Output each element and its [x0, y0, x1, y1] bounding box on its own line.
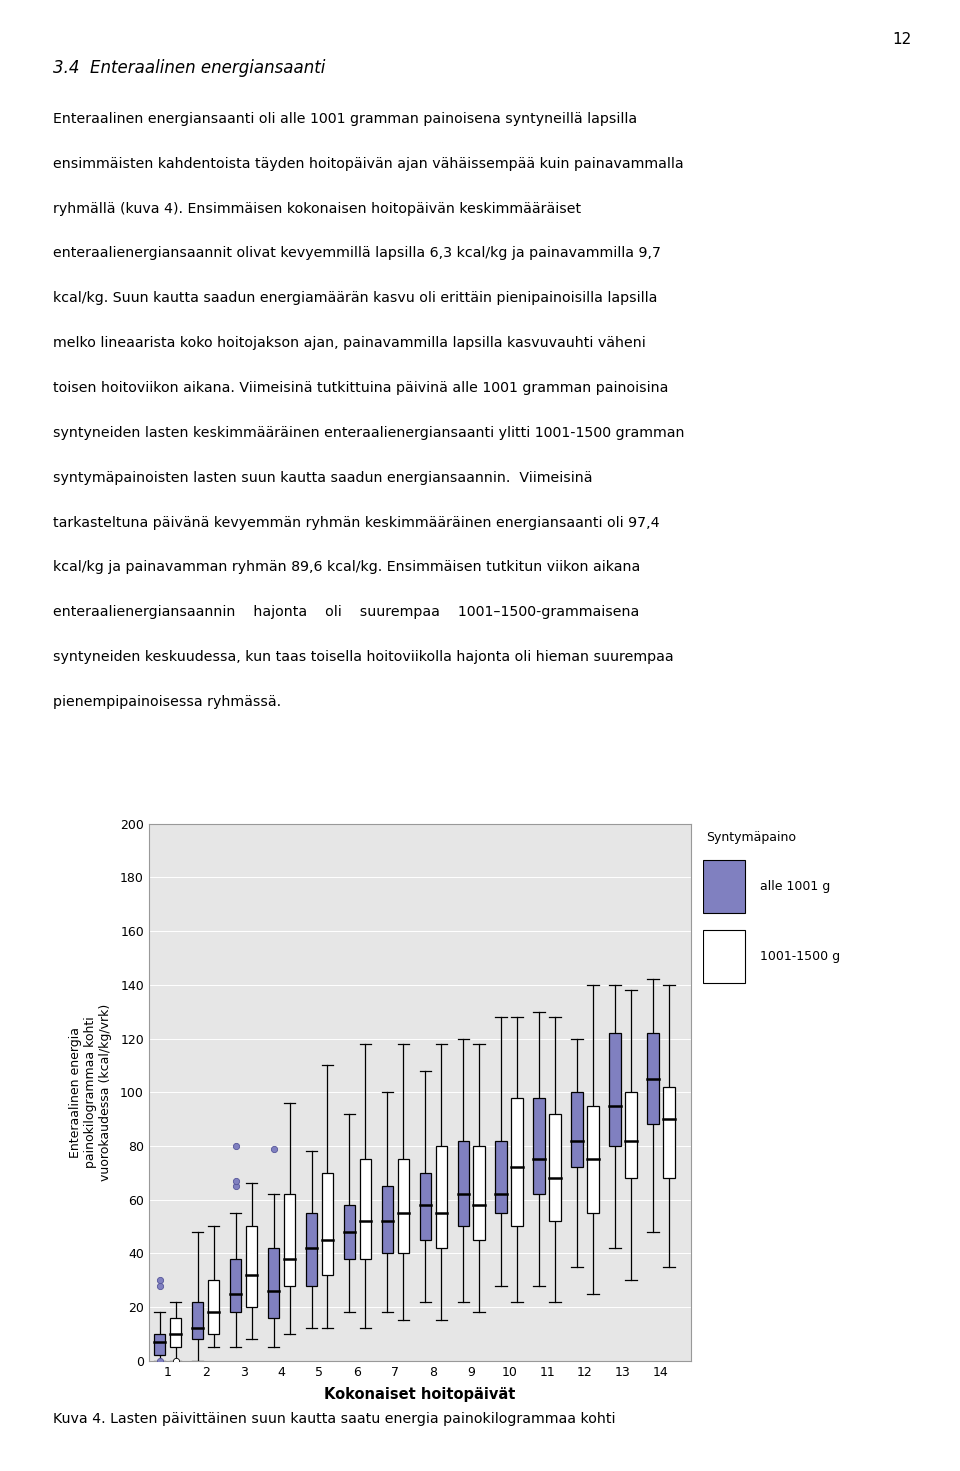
- Text: alle 1001 g: alle 1001 g: [760, 880, 830, 893]
- Text: Kuva 4. Lasten päivittäinen suun kautta saatu energia painokilogrammaa kohti: Kuva 4. Lasten päivittäinen suun kautta …: [53, 1412, 615, 1427]
- Text: toisen hoitoviikon aikana. Viimeisinä tutkittuina päivinä alle 1001 gramman pain: toisen hoitoviikon aikana. Viimeisinä tu…: [53, 381, 668, 396]
- Bar: [192, 1302, 204, 1339]
- Bar: [170, 1318, 181, 1347]
- Text: 3.4  Enteraalinen energiansaanti: 3.4 Enteraalinen energiansaanti: [53, 59, 325, 76]
- Bar: [284, 1194, 296, 1286]
- Text: enteraalienergiansaannin    hajonta    oli    suurempaa    1001–1500-grammaisena: enteraalienergiansaannin hajonta oli suu…: [53, 606, 639, 619]
- Bar: [230, 1259, 241, 1312]
- Text: melko lineaarista koko hoitojakson ajan, painavammilla lapsilla kasvuvauhti vähe: melko lineaarista koko hoitojakson ajan,…: [53, 337, 645, 350]
- Text: 12: 12: [893, 32, 912, 47]
- Text: tarkasteltuna päivänä kevyemmän ryhmän keskimmääräinen energiansaanti oli 97,4: tarkasteltuna päivänä kevyemmän ryhmän k…: [53, 515, 660, 530]
- Bar: [360, 1159, 372, 1259]
- Text: kcal/kg ja painavamman ryhmän 89,6 kcal/kg. Ensimmäisen tutkitun viikon aikana: kcal/kg ja painavamman ryhmän 89,6 kcal/…: [53, 560, 640, 575]
- Bar: [571, 1091, 583, 1168]
- Text: syntyneiden lasten keskimmääräinen enteraalienergiansaanti ylitti 1001-1500 gram: syntyneiden lasten keskimmääräinen enter…: [53, 427, 684, 440]
- Text: syntyneiden keskuudessa, kun taas toisella hoitoviikolla hajonta oli hieman suur: syntyneiden keskuudessa, kun taas toisel…: [53, 650, 673, 665]
- Bar: [534, 1097, 544, 1194]
- Text: kcal/kg. Suun kautta saadun energiamäärän kasvu oli erittäin pienipainoisilla la: kcal/kg. Suun kautta saadun energiamäärä…: [53, 291, 658, 306]
- Text: Enteraalinen energiansaanti oli alle 1001 gramman painoisena syntyneillä lapsill: Enteraalinen energiansaanti oli alle 100…: [53, 112, 636, 127]
- Text: ryhmällä (kuva 4). Ensimmäisen kokonaisen hoitopäivän keskimmääräiset: ryhmällä (kuva 4). Ensimmäisen kokonaise…: [53, 202, 581, 216]
- Bar: [246, 1227, 257, 1306]
- Text: enteraalienergiansaannit olivat kevyemmillä lapsilla 6,3 kcal/kg ja painavammill: enteraalienergiansaannit olivat kevyemmi…: [53, 246, 660, 260]
- Bar: [647, 1033, 659, 1124]
- Bar: [458, 1140, 468, 1227]
- Bar: [473, 1146, 485, 1240]
- Text: 1001-1500 g: 1001-1500 g: [760, 950, 840, 962]
- Bar: [436, 1146, 447, 1247]
- Bar: [625, 1091, 636, 1178]
- Bar: [703, 859, 745, 913]
- Bar: [495, 1140, 507, 1214]
- Bar: [610, 1033, 621, 1146]
- Bar: [344, 1205, 355, 1259]
- Bar: [306, 1214, 317, 1286]
- X-axis label: Kokonaiset hoitopäivät: Kokonaiset hoitopäivät: [324, 1387, 516, 1402]
- Text: Syntymäpaino: Syntymäpaino: [707, 831, 797, 844]
- Bar: [397, 1159, 409, 1253]
- Bar: [268, 1247, 279, 1318]
- Bar: [322, 1172, 333, 1275]
- Text: syntymäpainoisten lasten suun kautta saadun energiansaannin.  Viimeisinä: syntymäpainoisten lasten suun kautta saa…: [53, 471, 592, 485]
- Bar: [512, 1097, 523, 1227]
- Bar: [588, 1106, 599, 1214]
- Bar: [155, 1334, 165, 1355]
- Bar: [208, 1280, 219, 1334]
- Bar: [420, 1172, 431, 1240]
- Bar: [382, 1186, 393, 1253]
- Bar: [663, 1087, 675, 1178]
- Text: pienempipainoisessa ryhmässä.: pienempipainoisessa ryhmässä.: [53, 694, 281, 709]
- Text: ensimmäisten kahdentoista täyden hoitopäivän ajan vähäissempää kuin painavammall: ensimmäisten kahdentoista täyden hoitopä…: [53, 157, 684, 171]
- Bar: [703, 930, 745, 983]
- Bar: [549, 1114, 561, 1221]
- Y-axis label: Enteraalinen energia
painokilogrammaa kohti
vuorokaudessa (kcal/kg/vrk): Enteraalinen energia painokilogrammaa ko…: [69, 1003, 111, 1181]
